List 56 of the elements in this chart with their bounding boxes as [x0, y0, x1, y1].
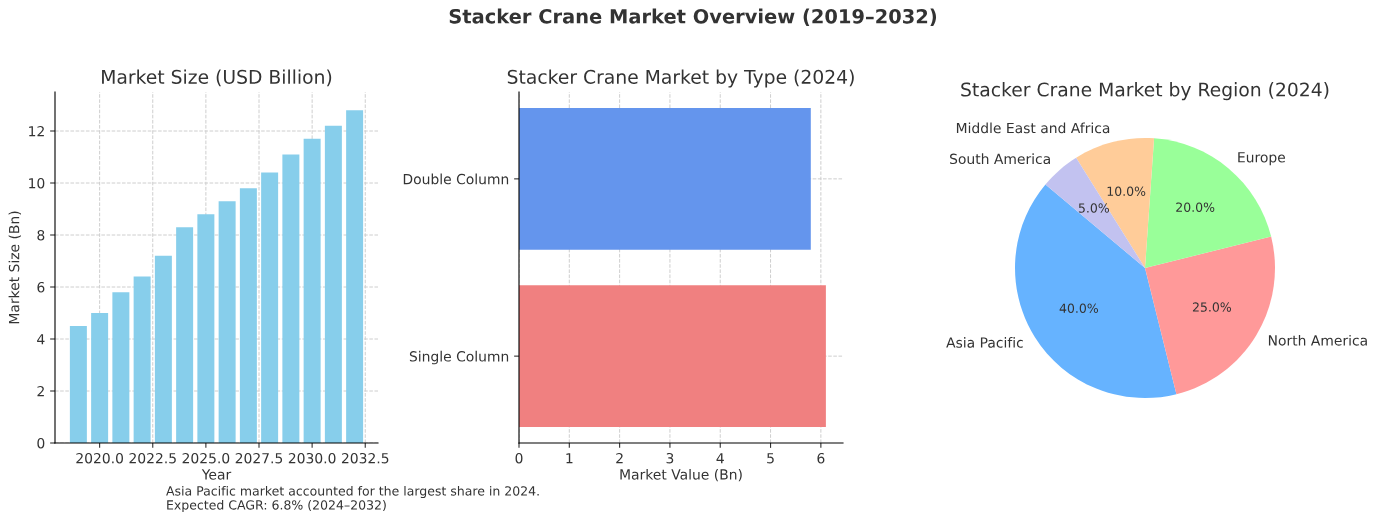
bar — [176, 227, 194, 443]
slice-label: Asia Pacific — [946, 337, 1023, 348]
data-label: 25.0% — [1192, 302, 1232, 312]
chart-title: Market Size (USD Billion) — [102, 69, 332, 87]
data-label: 10.0% — [1107, 186, 1146, 196]
text: Stacker Crane Market Overview (2019–2032) — [449, 8, 937, 26]
x-tick-label: 2032.5 — [341, 452, 389, 464]
y-tick-label: 4 — [37, 334, 45, 345]
x-tick-label: 1 — [566, 453, 573, 464]
x-tick-label: 2022.5 — [129, 452, 176, 464]
x-tick-label: 4 — [716, 453, 724, 464]
x-tick-label: 2020.0 — [76, 452, 123, 464]
bar — [133, 276, 151, 443]
bar — [324, 125, 342, 443]
bar — [154, 255, 172, 443]
slice-label: Middle East and Africa — [956, 122, 1110, 134]
x-tick-label: 2027.5 — [235, 452, 283, 464]
chart-title: Stacker Crane Market by Type (2024) — [507, 69, 854, 88]
bar — [346, 110, 364, 443]
x-tick-label: 0 — [515, 452, 523, 464]
slice-label: South America — [950, 153, 1050, 165]
y-tick-label: 10 — [29, 177, 45, 189]
bar — [112, 292, 130, 443]
x-axis-title: Market Value (Bn) — [620, 468, 742, 482]
data-label: 5.0% — [1078, 203, 1110, 213]
x-tick-label: 2030.0 — [288, 452, 336, 464]
x-tick-label: 3 — [666, 452, 674, 464]
y-tick-label: 2 — [37, 385, 44, 397]
bar — [69, 326, 87, 443]
x-tick-label: 5 — [767, 453, 774, 464]
bar — [261, 172, 279, 443]
bar — [91, 313, 109, 443]
x-tick-label: 6 — [817, 452, 825, 464]
x-axis-title: Year — [201, 469, 232, 480]
bar — [282, 154, 300, 443]
y-tick-label: 6 — [37, 281, 45, 293]
slice-label: Europe — [1238, 152, 1286, 166]
data-label: 20.0% — [1176, 202, 1215, 212]
bar — [303, 138, 321, 443]
text: Expected CAGR: 6.8% (2024–2032) — [167, 499, 386, 513]
y-axis-title: Market Size (Bn) — [8, 211, 21, 324]
bar — [218, 201, 236, 443]
y-tick-label: 12 — [29, 125, 44, 137]
y-tick-label: 8 — [37, 229, 45, 241]
bar — [239, 188, 257, 443]
x-tick-label: 2 — [616, 452, 623, 464]
x-tick-label: 2025.0 — [182, 452, 230, 464]
y-tick-label: 0 — [37, 437, 45, 449]
pie-slice — [1076, 138, 1155, 268]
chart-title: Stacker Crane Market by Region (2024) — [961, 82, 1329, 101]
y-tick-label: Single Column — [409, 350, 509, 365]
bar — [197, 214, 215, 443]
text: Asia Pacific market accounted for the largest share in 2024. — [166, 485, 539, 499]
y-tick-label: Double Column — [403, 173, 509, 185]
slice-label: North America — [1268, 334, 1367, 346]
data-label: 40.0% — [1059, 303, 1099, 313]
